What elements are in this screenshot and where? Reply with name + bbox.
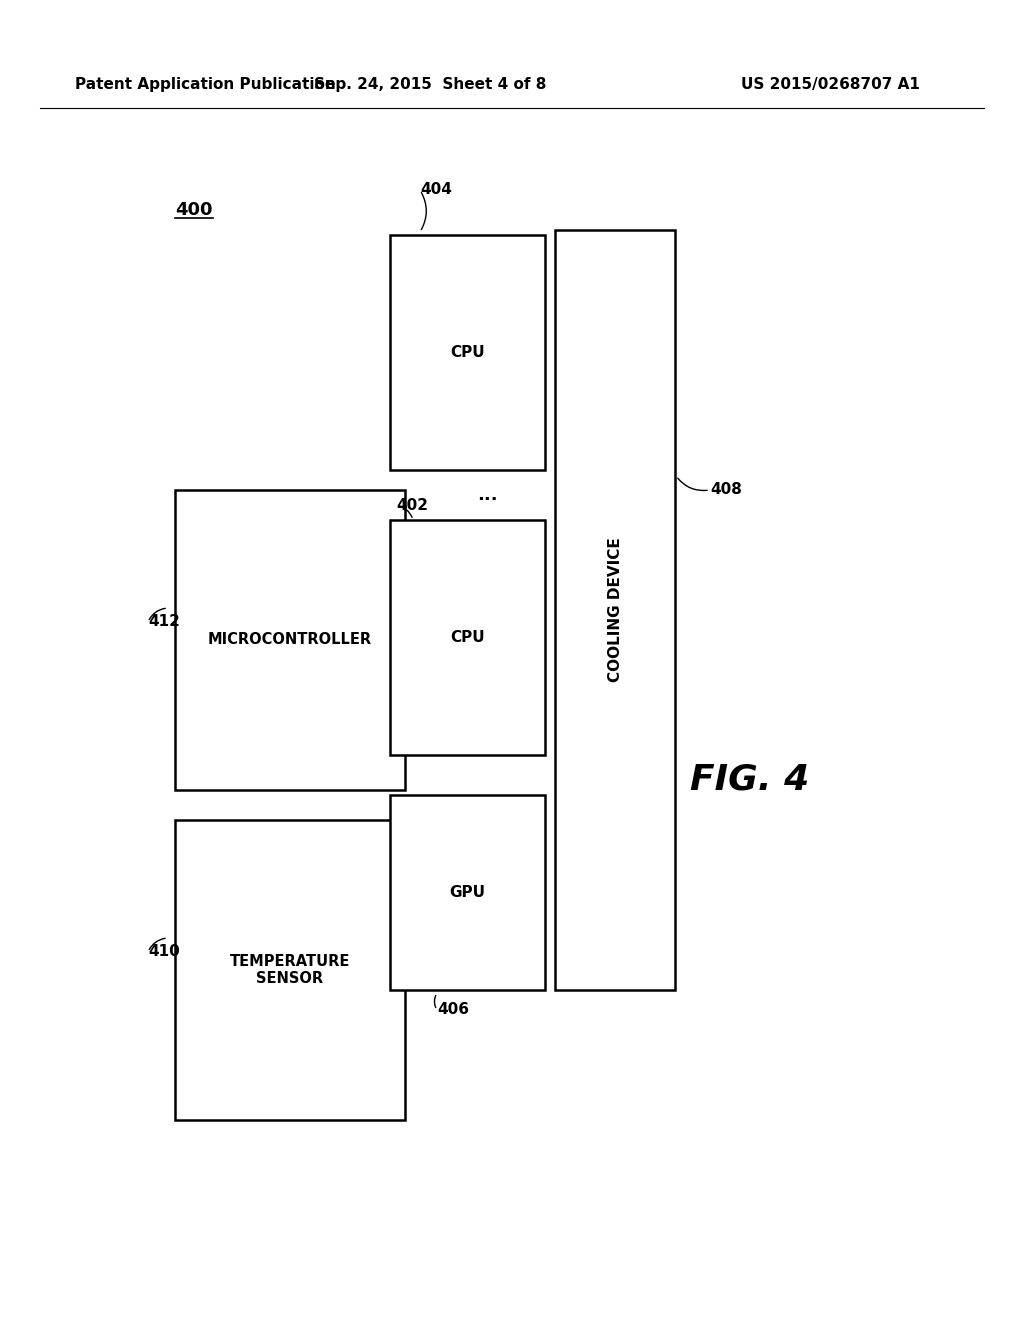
Text: 408: 408	[710, 483, 741, 498]
Text: FIG. 4: FIG. 4	[690, 763, 810, 797]
Text: 412: 412	[148, 615, 180, 630]
Text: 410: 410	[148, 945, 180, 960]
Text: GPU: GPU	[450, 884, 485, 900]
Text: Patent Application Publication: Patent Application Publication	[75, 78, 336, 92]
Bar	[390, 795, 545, 990]
Text: CPU: CPU	[451, 630, 484, 645]
Bar	[390, 520, 545, 755]
Bar	[175, 820, 406, 1119]
Text: ...: ...	[477, 486, 498, 504]
Text: TEMPERATURE
SENSOR: TEMPERATURE SENSOR	[229, 954, 350, 986]
Text: MICROCONTROLLER: MICROCONTROLLER	[208, 632, 372, 648]
Text: Sep. 24, 2015  Sheet 4 of 8: Sep. 24, 2015 Sheet 4 of 8	[313, 78, 546, 92]
Text: 402: 402	[396, 498, 428, 512]
Text: US 2015/0268707 A1: US 2015/0268707 A1	[740, 78, 920, 92]
Text: 400: 400	[175, 201, 213, 219]
Bar	[390, 235, 545, 470]
Bar	[175, 490, 406, 789]
Text: COOLING DEVICE: COOLING DEVICE	[607, 537, 623, 682]
Text: 404: 404	[420, 182, 452, 198]
Bar	[555, 230, 675, 990]
Text: 406: 406	[437, 1002, 469, 1018]
Text: CPU: CPU	[451, 345, 484, 360]
